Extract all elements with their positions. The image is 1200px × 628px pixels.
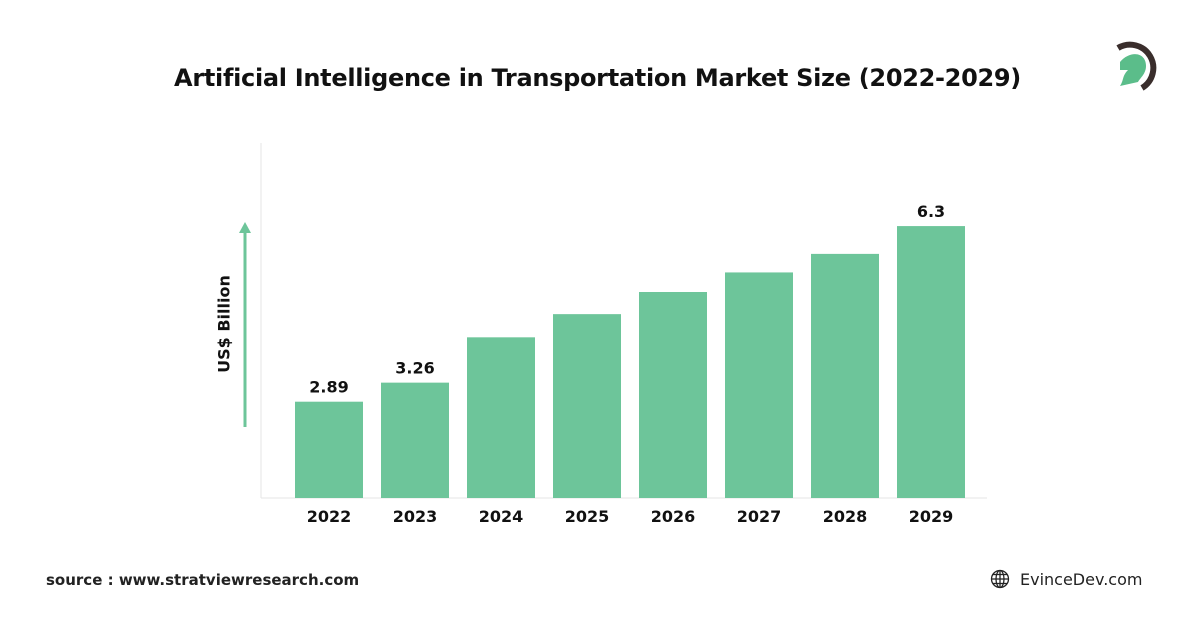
source-text: source : www.stratviewresearch.com [46,571,360,589]
bar-2025 [553,314,621,498]
chart-title: Artificial Intelligence in Transportatio… [174,64,1021,92]
data-label: 2.89 [309,378,348,397]
bar-2026 [639,292,707,498]
x-tick-label: 2024 [479,507,524,526]
x-tick-label: 2023 [393,507,438,526]
x-tick-label: 2025 [565,507,610,526]
brand-link[interactable]: EvinceDev.com [990,569,1142,589]
data-label: 6.3 [917,202,945,221]
bar-2023 [381,382,449,498]
bar-2028 [811,253,879,498]
bar-2027 [725,272,793,498]
brand-text: EvinceDev.com [1020,569,1143,589]
arrow-head-icon [239,222,251,233]
x-tick-label: 2022 [307,507,352,526]
x-tick-label: 2028 [823,507,868,526]
bar-2022 [295,401,363,498]
x-tick-label: 2029 [909,507,954,526]
x-tick-label: 2026 [651,507,696,526]
brand-logo [1116,41,1157,91]
data-label: 3.26 [395,359,434,378]
x-tick-label: 2027 [737,507,782,526]
bar-2029 [897,226,965,498]
globe-icon [990,569,1010,589]
bar-2024 [467,337,535,498]
